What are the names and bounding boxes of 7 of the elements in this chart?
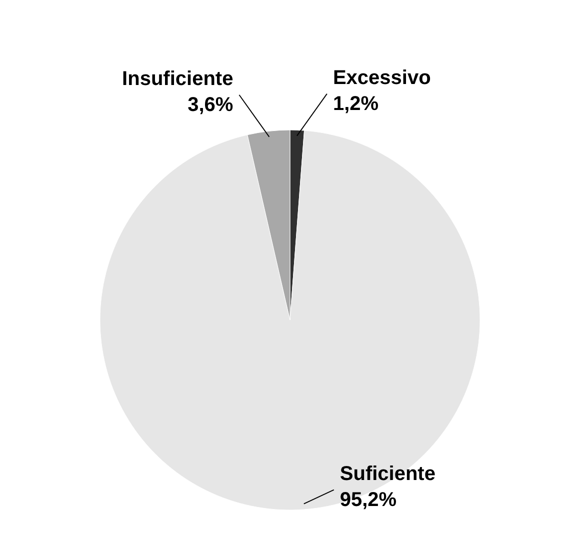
- data-label: 95,2%: [340, 488, 397, 511]
- slice-label: Excessivo: [332, 66, 431, 89]
- slice-label: Insuficiente: [122, 68, 234, 90]
- data-label: 3,6%: [188, 94, 234, 116]
- pie-slice: [100, 130, 480, 510]
- data-label: 1,2%: [332, 92, 379, 115]
- slice-label: Suficiente: [340, 462, 436, 485]
